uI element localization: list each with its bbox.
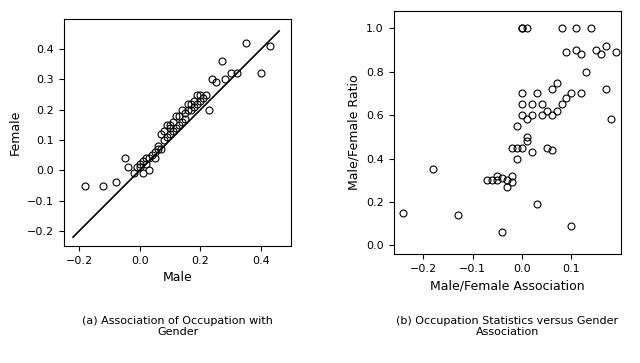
X-axis label: Male: Male (163, 272, 193, 284)
Text: (a) Association of Occupation with
Gender: (a) Association of Occupation with Gende… (82, 316, 273, 338)
Y-axis label: Female: Female (8, 110, 22, 155)
X-axis label: Male/Female Association: Male/Female Association (430, 280, 584, 292)
Y-axis label: Male/Female Ratio: Male/Female Ratio (348, 75, 360, 190)
Text: (b) Occupation Statistics versus Gender
Association: (b) Occupation Statistics versus Gender … (396, 316, 618, 338)
